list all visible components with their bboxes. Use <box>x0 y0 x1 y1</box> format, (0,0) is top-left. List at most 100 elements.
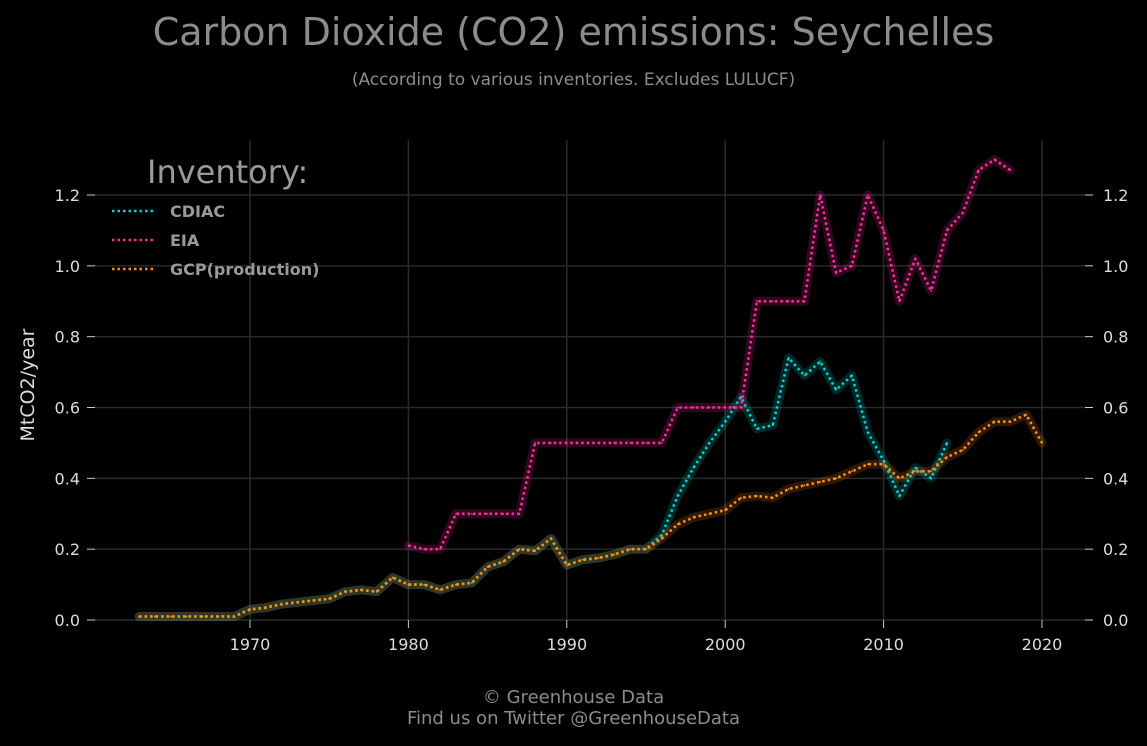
data-point-gcp-production <box>756 495 758 497</box>
data-point-gcp-production <box>946 456 948 458</box>
data-point-eia <box>756 300 758 303</box>
data-point-gcp-production <box>787 488 790 490</box>
data-point-gcp-production <box>866 463 869 466</box>
data-point-gcp-production <box>455 583 457 586</box>
legend-label-gcp-production: GCP(production) <box>170 260 319 279</box>
data-point-cdiac <box>882 459 885 462</box>
footer: © Greenhouse Data Find us on Twitter @Gr… <box>0 687 1147 729</box>
data-point-gcp-production <box>423 583 426 586</box>
data-point-gcp-production <box>360 589 362 591</box>
data-point-eia <box>1009 169 1012 172</box>
data-point-gcp-production <box>724 509 727 512</box>
data-point-cdiac <box>819 360 822 363</box>
data-point-gcp-production <box>1041 442 1043 444</box>
y-tick-label-left: 0.6 <box>55 399 80 418</box>
data-point-gcp-production <box>961 449 964 451</box>
series-line-cdiac <box>139 356 949 618</box>
data-point-eia <box>930 289 932 292</box>
data-point-cdiac <box>851 374 853 377</box>
data-point-cdiac <box>692 466 695 469</box>
data-point-gcp-production <box>835 477 837 480</box>
data-point-eia <box>819 194 822 196</box>
series-line-gcp-production <box>139 413 1044 618</box>
series-lines <box>134 155 1047 621</box>
data-point-gcp-production <box>486 566 489 568</box>
data-point-cdiac <box>708 442 711 444</box>
chart-subtitle: (According to various inventories. Exclu… <box>351 70 796 90</box>
data-point-gcp-production <box>344 590 346 593</box>
data-point-gcp-production <box>391 576 394 579</box>
data-point-eia <box>835 272 837 274</box>
chart-title: Carbon Dioxide (CO2) emissions: Seychell… <box>152 10 995 54</box>
legend-label-cdiac: CDIAC <box>170 202 225 221</box>
footer-copyright: © Greenhouse Data <box>482 687 665 708</box>
data-point-gcp-production <box>375 590 378 593</box>
data-point-eia <box>866 194 869 196</box>
data-point-cdiac <box>660 534 663 536</box>
data-point-gcp-production <box>993 420 996 423</box>
x-tick-label: 2000 <box>705 635 746 654</box>
data-point-cdiac <box>898 495 901 497</box>
data-point-gcp-production <box>233 615 236 618</box>
data-point-eia <box>660 442 663 444</box>
x-tick-label: 1980 <box>388 635 429 654</box>
axes: 0.0 0.0 0.2 0.2 0.4 0.4 0.6 0.6 0.8 0.8 1.0 1.0 1.2 1… <box>17 186 1128 654</box>
data-point-eia <box>470 512 473 515</box>
series-line-eia <box>408 158 1012 551</box>
data-point-cdiac <box>724 420 727 423</box>
data-point-gcp-production <box>676 523 679 526</box>
data-point-gcp-production <box>264 606 267 609</box>
data-point-eia <box>946 229 948 232</box>
data-point-eia <box>629 442 632 444</box>
data-point-cdiac <box>771 424 774 427</box>
y-tick-label-right: 0.6 <box>1103 399 1128 418</box>
data-point-eia <box>740 406 742 409</box>
data-point-gcp-production <box>692 516 695 519</box>
series-glow-eia <box>403 155 1015 554</box>
data-point-eia <box>676 406 679 409</box>
x-tick-label: 2010 <box>863 635 904 654</box>
x-tick-label: 1990 <box>546 635 587 654</box>
y-tick-label-left: 1.2 <box>55 186 80 205</box>
data-point-cdiac <box>803 374 806 377</box>
y-tick-label-left: 0.4 <box>55 469 80 488</box>
y-axis-label: MtCO2/year <box>17 328 39 441</box>
data-point-gcp-production <box>771 496 774 499</box>
data-point-gcp-production <box>280 603 283 605</box>
x-tick-label: 2020 <box>1022 635 1063 654</box>
data-point-gcp-production <box>803 484 806 487</box>
data-point-gcp-production <box>819 481 822 483</box>
data-point-eia <box>898 300 901 303</box>
data-point-eia <box>882 229 885 232</box>
data-point-gcp-production <box>185 615 188 618</box>
data-point-gcp-production <box>708 512 711 515</box>
y-tick-label-right: 1.2 <box>1103 186 1128 205</box>
legend: Inventory: CDIAC EIA GCP(production) <box>112 153 319 279</box>
data-point-gcp-production <box>249 608 251 611</box>
data-point-cdiac <box>835 388 837 391</box>
data-point-eia <box>803 300 806 303</box>
legend-title: Inventory: <box>147 153 308 191</box>
data-point-gcp-production <box>518 548 521 551</box>
data-point-gcp-production <box>470 581 473 584</box>
data-point-eia <box>534 442 536 444</box>
data-point-gcp-production <box>312 599 315 602</box>
data-point-gcp-production <box>502 560 505 563</box>
data-point-eia <box>550 442 552 444</box>
data-point-gcp-production <box>660 537 663 540</box>
data-point-eia <box>486 512 489 515</box>
data-point-eia <box>692 406 695 409</box>
data-point-cdiac <box>946 442 948 444</box>
series-glow-cdiac <box>134 353 952 621</box>
data-point-gcp-production <box>597 557 600 559</box>
data-point-eia <box>518 512 521 515</box>
y-tick-label-right: 0.4 <box>1103 469 1128 488</box>
data-point-gcp-production <box>581 558 584 561</box>
data-point-eia <box>581 442 584 444</box>
y-tick-label-right: 0.0 <box>1103 611 1128 630</box>
data-point-eia <box>439 548 441 551</box>
data-point-gcp-production <box>169 615 172 618</box>
data-point-eia <box>724 406 727 409</box>
data-point-eia <box>977 169 980 172</box>
